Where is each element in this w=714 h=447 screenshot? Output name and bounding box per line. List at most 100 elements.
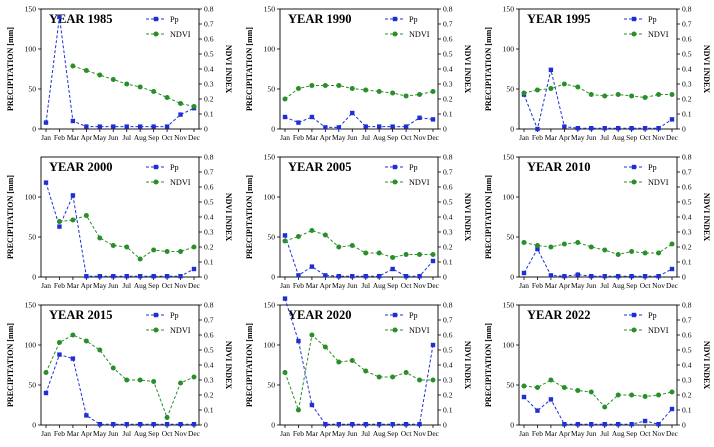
month-label: Jul	[122, 429, 131, 438]
left-tick-label: 50	[506, 85, 514, 94]
ndvi-point	[164, 95, 170, 100]
right-tick-label: 0	[443, 273, 447, 282]
ndvi-point	[588, 244, 594, 250]
pp-point	[562, 422, 567, 427]
ndvi-point	[336, 244, 342, 250]
pp-series-line	[284, 112, 434, 128]
plot-frame	[518, 304, 678, 426]
ndvi-point	[534, 385, 540, 390]
legend-pp-marker	[392, 312, 398, 318]
legend: Pp NDVI	[624, 311, 669, 335]
pp-point	[417, 422, 422, 427]
left-tick-label: 100	[264, 193, 276, 202]
legend-ndvi-marker	[153, 327, 159, 333]
month-label: Dec	[188, 429, 201, 438]
pp-point	[629, 422, 634, 427]
pp-point	[178, 274, 183, 279]
month-label: Dec	[666, 281, 679, 290]
pp-point	[417, 115, 422, 120]
right-tick-label: 0.4	[204, 213, 214, 222]
pp-series-line	[523, 69, 673, 131]
pp-point	[535, 408, 540, 413]
pp-point	[43, 120, 49, 125]
pp-point	[548, 67, 554, 72]
month-label: Sep	[148, 429, 159, 438]
month-label: Feb	[532, 281, 543, 290]
month-label: Dec	[666, 429, 679, 438]
ndvi-point	[430, 89, 436, 94]
month-label: Sep	[148, 133, 159, 142]
pp-point	[390, 422, 395, 427]
ndvi-point	[588, 92, 594, 97]
ndvi-point	[588, 389, 594, 395]
month-label: Oct	[640, 429, 652, 438]
month-label: Mar	[67, 133, 80, 142]
month-label: May	[571, 281, 585, 290]
month-label: Mar	[306, 429, 319, 438]
month-label: Jun	[586, 281, 597, 290]
ndvi-point	[137, 377, 143, 383]
ndvi-point	[602, 93, 608, 99]
panel-title: YEAR 1990	[288, 12, 352, 26]
right-tick-label: 0.3	[204, 80, 214, 89]
month-label: Aug	[134, 429, 147, 438]
month-label: Jul	[122, 133, 131, 142]
month-label: Aug	[373, 429, 386, 438]
ndvi-series-line	[284, 229, 433, 259]
ndvi-point	[629, 392, 635, 398]
left-tick-label: 150	[264, 153, 276, 162]
right-tick-label: 0.2	[682, 391, 692, 400]
left-tick-label: 0	[32, 125, 36, 134]
pp-point	[656, 422, 661, 427]
pp-point	[97, 274, 103, 279]
ndvi-point	[403, 252, 409, 257]
ndvi-point	[430, 252, 436, 257]
ndvi-point	[669, 241, 675, 247]
legend-ndvi-label: NDVI	[170, 326, 191, 335]
month-label: Oct	[162, 281, 174, 290]
right-axis-label: NDVI INDEX	[224, 341, 233, 389]
month-label: Apr	[81, 429, 93, 438]
left-tick-label: 50	[506, 233, 514, 242]
left-tick-label: 50	[28, 85, 36, 94]
month-label: Nov	[413, 281, 426, 290]
ndvi-point	[656, 392, 662, 398]
panel-year-2000: 0 50 100 0 0.1 0.2 0.3 0.4 0.5 0.6 0.7 0.8 Jan Feb Mar…	[6, 153, 233, 290]
ndvi-point	[548, 86, 554, 91]
left-axis-label: PRECIPITATION [mm]	[245, 27, 254, 111]
month-label: Jan	[41, 429, 51, 438]
right-axis-label: NDVI INDEX	[702, 341, 711, 389]
legend: Pp NDVI	[385, 15, 430, 39]
ndvi-point	[124, 81, 130, 87]
month-label: Sep	[626, 133, 637, 142]
pp-point	[615, 274, 621, 279]
month-label: May	[93, 281, 107, 290]
right-tick-label: 0.4	[443, 213, 453, 222]
month-label: Mar	[306, 133, 319, 142]
left-tick-label: 0	[32, 273, 36, 282]
right-tick-label: 0.8	[204, 301, 214, 310]
pp-point	[430, 258, 436, 264]
ndvi-point	[561, 385, 567, 390]
ndvi-point	[178, 101, 184, 106]
ndvi-point	[349, 86, 355, 91]
left-axis-label: PRECIPITATION [mm]	[6, 27, 15, 111]
legend-pp-label: Pp	[170, 15, 179, 24]
ndvi-point	[295, 407, 301, 413]
ndvi-point	[417, 377, 423, 383]
pp-point	[575, 422, 581, 427]
ndvi-series-line	[284, 334, 433, 412]
pp-point	[562, 274, 567, 279]
month-label: Mar	[545, 429, 558, 438]
right-tick-label: 0.8	[443, 153, 453, 162]
panel-year-2005: 0 50 100 150 0 0.1 0.2 0.3 0.4 0.5 0.6 0.7 0.8 Jan Feb…	[245, 153, 472, 290]
month-label: Apr	[320, 133, 332, 142]
ndvi-point	[403, 370, 409, 375]
right-tick-label: 0	[682, 421, 686, 430]
month-label: May	[571, 133, 585, 142]
ndvi-point	[602, 404, 608, 410]
legend-pp-marker	[631, 312, 637, 318]
month-label: May	[93, 133, 107, 142]
legend-ndvi-label: NDVI	[409, 326, 430, 335]
pp-point	[124, 274, 129, 279]
